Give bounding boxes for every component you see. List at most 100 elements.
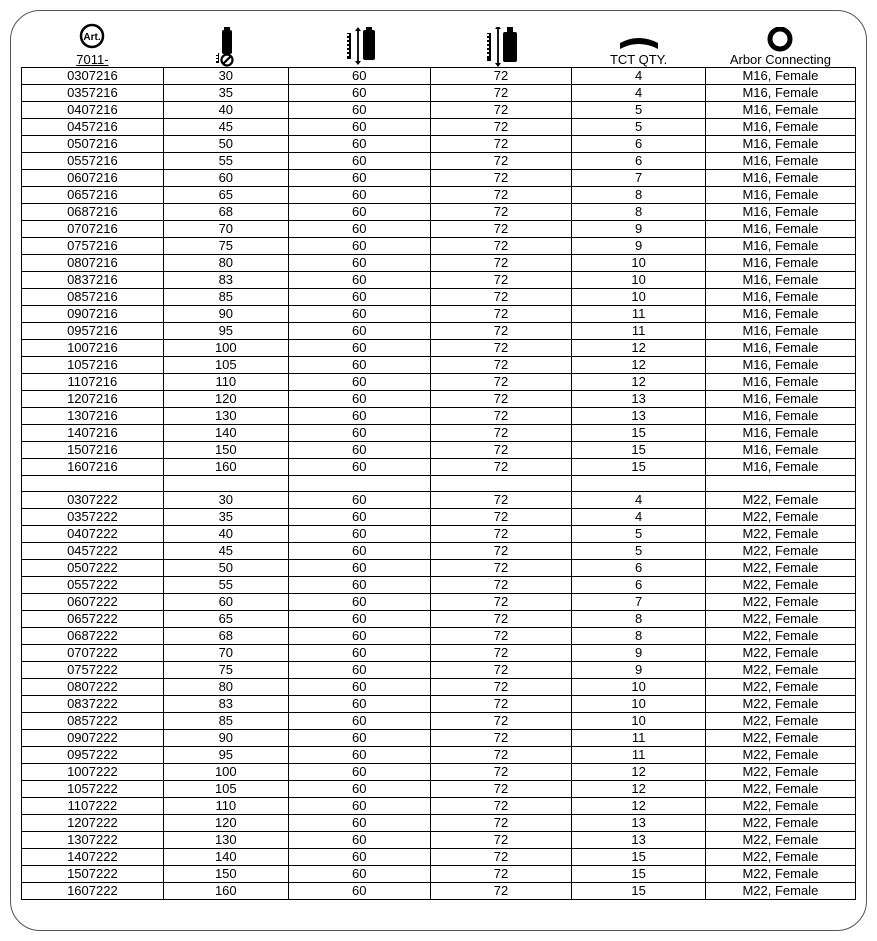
header-art: Art. 7011- xyxy=(22,19,164,67)
table-cell: 60 xyxy=(288,712,430,729)
table-cell: M16, Female xyxy=(705,101,855,118)
table-cell: 10 xyxy=(572,254,705,271)
table-cell: 110 xyxy=(163,373,288,390)
table-cell: 45 xyxy=(163,118,288,135)
table-cell: M16, Female xyxy=(705,271,855,288)
table-cell: 60 xyxy=(288,661,430,678)
table-cell: 120 xyxy=(163,814,288,831)
table-cell: 4 xyxy=(572,84,705,101)
table-cell: 50 xyxy=(163,559,288,576)
table-cell: 72 xyxy=(430,373,572,390)
table-row: 04072224060725M22, Female xyxy=(22,525,856,542)
table-cell: 1057216 xyxy=(22,356,164,373)
table-cell: 60 xyxy=(288,305,430,322)
table-cell: M16, Female xyxy=(705,373,855,390)
table-row: 04572224560725M22, Female xyxy=(22,542,856,559)
table-cell: 35 xyxy=(163,84,288,101)
table-row: 03572163560724M16, Female xyxy=(22,84,856,101)
table-cell: 72 xyxy=(430,491,572,508)
table-cell: 83 xyxy=(163,695,288,712)
table-cell: 0757216 xyxy=(22,237,164,254)
table-cell: 65 xyxy=(163,610,288,627)
table-cell: 10 xyxy=(572,712,705,729)
table-cell: 15 xyxy=(572,441,705,458)
table-cell: 10 xyxy=(572,695,705,712)
table-cell: 72 xyxy=(430,542,572,559)
table-cell: 0807222 xyxy=(22,678,164,695)
table-cell: 160 xyxy=(163,458,288,475)
table-cell: 1007222 xyxy=(22,763,164,780)
table-cell xyxy=(163,475,288,491)
table-cell: 5 xyxy=(572,101,705,118)
table-cell: 60 xyxy=(288,203,430,220)
table-cell: 72 xyxy=(430,593,572,610)
table-cell: M16, Female xyxy=(705,254,855,271)
table-cell: M22, Female xyxy=(705,576,855,593)
table-cell: 60 xyxy=(288,458,430,475)
table-cell xyxy=(572,475,705,491)
table-cell: 60 xyxy=(288,271,430,288)
table-cell: 60 xyxy=(288,288,430,305)
table-cell: M22, Female xyxy=(705,661,855,678)
table-cell: 1307216 xyxy=(22,407,164,424)
table-row: 1307216130607213M16, Female xyxy=(22,407,856,424)
table-row: 05072165060726M16, Female xyxy=(22,135,856,152)
table-cell: M16, Female xyxy=(705,203,855,220)
table-cell: 72 xyxy=(430,220,572,237)
table-cell: 0307222 xyxy=(22,491,164,508)
table-cell: 72 xyxy=(430,797,572,814)
table-cell: 72 xyxy=(430,763,572,780)
table-cell: 0357216 xyxy=(22,84,164,101)
table-cell: M16, Female xyxy=(705,220,855,237)
spec-card: Art. 7011- xyxy=(10,10,867,931)
table-row: 06872226860728M22, Female xyxy=(22,627,856,644)
table-cell: 13 xyxy=(572,407,705,424)
table-cell: 12 xyxy=(572,339,705,356)
table-cell: 60 xyxy=(288,814,430,831)
table-cell xyxy=(430,475,572,491)
table-cell: 50 xyxy=(163,135,288,152)
table-cell: 150 xyxy=(163,441,288,458)
table-row: 090722290607211M22, Female xyxy=(22,729,856,746)
table-cell: 80 xyxy=(163,254,288,271)
table-cell: 60 xyxy=(288,610,430,627)
table-cell: 9 xyxy=(572,220,705,237)
table-cell: 60 xyxy=(288,882,430,899)
table-row: 080721680607210M16, Female xyxy=(22,254,856,271)
height2-icon xyxy=(476,27,526,67)
table-cell: 60 xyxy=(288,576,430,593)
table-cell: 72 xyxy=(430,814,572,831)
table-cell: 72 xyxy=(430,424,572,441)
table-row: 07072227060729M22, Female xyxy=(22,644,856,661)
table-cell: M22, Female xyxy=(705,797,855,814)
table-cell: 0907222 xyxy=(22,729,164,746)
table-cell: 60 xyxy=(288,525,430,542)
table-cell: 72 xyxy=(430,695,572,712)
table-cell: 150 xyxy=(163,865,288,882)
table-cell: M22, Female xyxy=(705,610,855,627)
table-row: 1107216110607212M16, Female xyxy=(22,373,856,390)
table-cell: 72 xyxy=(430,118,572,135)
table-cell: 8 xyxy=(572,610,705,627)
table-cell: 72 xyxy=(430,101,572,118)
table-cell: 0687216 xyxy=(22,203,164,220)
table-cell: M16, Female xyxy=(705,288,855,305)
table-row: 1057222105607212M22, Female xyxy=(22,780,856,797)
table-row: 090721690607211M16, Female xyxy=(22,305,856,322)
diameter-icon xyxy=(209,27,243,67)
table-cell: M16, Female xyxy=(705,135,855,152)
table-cell: 0607222 xyxy=(22,593,164,610)
table-cell: 0557216 xyxy=(22,152,164,169)
table-cell: 72 xyxy=(430,135,572,152)
table-row: 07572167560729M16, Female xyxy=(22,237,856,254)
table-cell: 72 xyxy=(430,152,572,169)
table-cell: 1407216 xyxy=(22,424,164,441)
table-cell: 130 xyxy=(163,831,288,848)
table-cell: 8 xyxy=(572,186,705,203)
table-row: 1507216150607215M16, Female xyxy=(22,441,856,458)
table-cell: 83 xyxy=(163,271,288,288)
table-cell: 60 xyxy=(288,220,430,237)
table-cell: 60 xyxy=(163,593,288,610)
table-cell: 11 xyxy=(572,322,705,339)
table-cell: M22, Female xyxy=(705,508,855,525)
